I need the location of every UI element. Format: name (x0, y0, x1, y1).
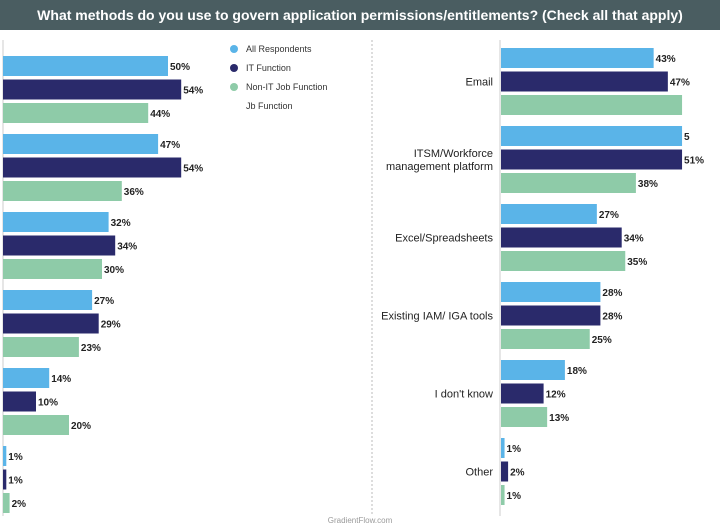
bar (3, 157, 182, 178)
data-label: 20% (71, 421, 91, 432)
data-label: 44% (150, 109, 170, 120)
category-label: Existing IAM/ IGA tools (381, 311, 493, 323)
legend-marker (230, 45, 238, 53)
category-label: Other (465, 467, 493, 479)
data-label: 34% (624, 234, 644, 245)
bar (3, 290, 93, 310)
bar (3, 259, 102, 279)
bar (501, 71, 668, 92)
data-label: 47% (670, 78, 690, 89)
category-label: Excel/Spreadsheets (395, 233, 493, 245)
category-label: ITSM/Workforce (414, 148, 493, 160)
bar (501, 227, 622, 248)
bar (3, 313, 99, 334)
bar (501, 461, 509, 482)
data-label: 35% (627, 257, 647, 268)
bar (3, 56, 168, 76)
bar (3, 493, 10, 513)
legend-entry: IT Function (246, 63, 291, 73)
bar (3, 235, 116, 256)
legend-entry: Jb Function (246, 101, 293, 111)
data-label: 38% (638, 179, 658, 190)
bar (501, 126, 683, 146)
data-label: 30% (104, 265, 124, 276)
bar (501, 95, 683, 115)
bar (501, 305, 601, 326)
data-label: 47% (160, 140, 180, 151)
data-label: 10% (38, 398, 58, 409)
data-label: 32% (111, 218, 131, 229)
bar (501, 383, 544, 404)
bar (501, 329, 590, 349)
bar (3, 134, 159, 154)
data-label: 36% (124, 187, 144, 198)
data-label: 1% (507, 444, 522, 455)
bar (501, 149, 683, 170)
legend-marker (230, 83, 238, 91)
data-label: 14% (51, 374, 71, 385)
data-label: 50% (170, 62, 190, 73)
bar (501, 407, 548, 427)
category-label: management platform (386, 161, 493, 173)
legend-marker (230, 64, 238, 72)
data-label: 2% (510, 468, 525, 479)
data-label: 1% (8, 452, 23, 463)
legend-entry: All Respondents (246, 44, 312, 54)
bar (3, 181, 122, 201)
data-label: 2% (12, 499, 27, 510)
data-label: 18% (567, 366, 587, 377)
bar (3, 79, 182, 100)
data-label: 51% (684, 156, 704, 167)
source-footer: GradientFlow.com (327, 516, 393, 525)
bar (501, 251, 626, 271)
bar (501, 173, 636, 193)
data-label: 5 (684, 132, 690, 143)
bar (3, 212, 109, 232)
legend: All Respondents IT Function Non-IT Job Fun… (230, 44, 327, 111)
data-label: 12% (546, 390, 566, 401)
data-label: 27% (599, 210, 619, 221)
bar (501, 360, 565, 380)
data-label: 13% (549, 413, 569, 424)
bar (3, 368, 50, 388)
legend-entry: Non-IT Job Function (246, 82, 327, 92)
data-label: 23% (81, 343, 101, 354)
category-label: I don't know (435, 389, 493, 401)
bar (3, 103, 149, 123)
data-label: 54% (183, 164, 203, 175)
data-label: 29% (101, 320, 121, 331)
chart-title: What methods do you use to govern applic… (0, 0, 720, 30)
data-label: 1% (8, 476, 23, 487)
data-label: 54% (183, 86, 203, 97)
bar (501, 204, 597, 224)
bar (501, 485, 505, 505)
data-label: 27% (94, 296, 114, 307)
bar-marks: 50% 54% 44% 47% 54% 36% 32% 34% 30% 27% 29% 23% 14% 1… (3, 48, 704, 513)
bar (3, 446, 7, 466)
bar (3, 415, 69, 435)
bar (501, 438, 505, 458)
data-label: 25% (592, 335, 612, 346)
data-label: 28% (602, 288, 622, 299)
data-label: 28% (602, 312, 622, 323)
bar (501, 48, 654, 68)
data-label: 1% (507, 491, 522, 502)
bar-chart: 50% 54% 44% 47% 54% 36% 32% 34% 30% 27% 29% 23% 14% 1… (2, 40, 704, 516)
data-label: 34% (117, 242, 137, 253)
category-label: Email (465, 77, 493, 89)
data-label: 43% (656, 54, 676, 65)
bar (501, 282, 601, 302)
bar (3, 391, 36, 412)
bar (3, 337, 79, 357)
bar (3, 469, 7, 490)
